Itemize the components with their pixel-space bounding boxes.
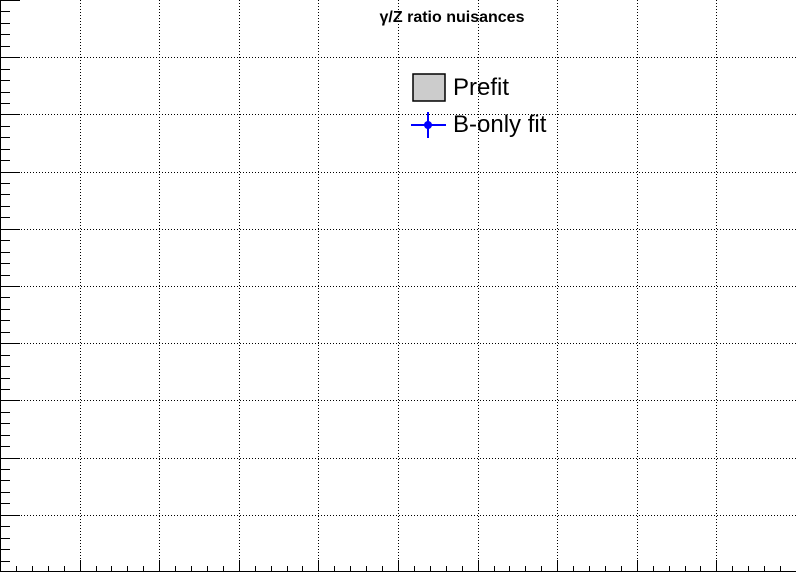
legend-item-prefit: Prefit [412,73,509,102]
legend-label-bonly: B-only fit [453,111,547,138]
legend: Prefit B-only fit [411,73,547,138]
bonly-marker-point [424,121,432,129]
legend-item-bonly: B-only fit [411,111,547,138]
chart-title: γ/Z ratio nuisances [380,9,525,26]
prefit-swatch [412,73,446,102]
legend-label-prefit: Prefit [453,74,509,101]
